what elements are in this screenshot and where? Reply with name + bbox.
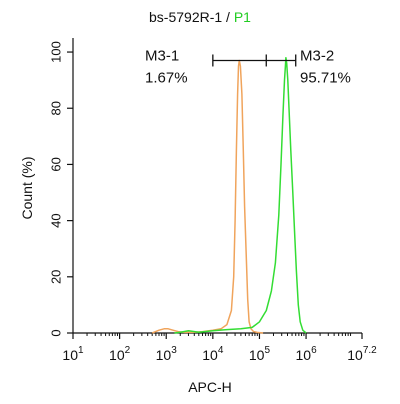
x-tick-exp: 6 xyxy=(311,345,317,356)
x-axis-label: APC-H xyxy=(188,379,232,395)
chart-title-gate: P1 xyxy=(234,9,251,25)
x-tick-label: 101 xyxy=(62,345,84,363)
x-tick-label: 104 xyxy=(202,345,224,363)
x-tick-base: 10 xyxy=(249,347,265,363)
x-tick-base: 10 xyxy=(62,347,78,363)
x-tick-base: 10 xyxy=(109,347,125,363)
x-tick-exp: 3 xyxy=(171,345,177,356)
x-tick-exp: 7.2 xyxy=(363,345,377,356)
x-tick-exp: 5 xyxy=(264,345,270,356)
x-tick-base: 10 xyxy=(295,347,311,363)
x-tick-exp: 1 xyxy=(78,345,84,356)
y-tick-label: 20 xyxy=(48,270,63,284)
marker-m3-2-value: 95.71% xyxy=(300,69,351,86)
x-tick-exp: 2 xyxy=(125,345,131,356)
marker-m3-2-label: M3-2 xyxy=(300,47,334,64)
axes xyxy=(72,38,362,334)
x-tick-base: 10 xyxy=(156,347,172,363)
x-tick-base: 10 xyxy=(347,347,363,363)
chart-title-main: bs-5792R-1 / xyxy=(149,9,234,25)
x-tick-label: 106 xyxy=(295,345,317,363)
y-ticks: 0 20 40 60 80 100 xyxy=(48,41,73,337)
x-tick-label: 105 xyxy=(249,345,271,363)
x-tick-exp: 4 xyxy=(218,345,224,356)
y-tick-label: 60 xyxy=(48,157,63,171)
x-tick-label: 102 xyxy=(109,345,131,363)
marker-m3-1-label: M3-1 xyxy=(145,47,179,64)
marker-m3-1-value: 1.67% xyxy=(145,69,188,86)
y-tick-label: 0 xyxy=(48,329,63,336)
x-tick-base: 10 xyxy=(202,347,218,363)
chart-title: bs-5792R-1 / P1 xyxy=(149,9,251,25)
x-tick-label: 103 xyxy=(156,345,178,363)
gate-markers: M3-1 1.67% M3-2 95.71% xyxy=(145,47,351,86)
y-axis-label: Count (%) xyxy=(19,156,35,219)
sample-histogram-line xyxy=(174,56,307,334)
y-tick-label: 80 xyxy=(48,101,63,115)
series-lines xyxy=(151,56,307,334)
control-histogram-line xyxy=(151,59,264,334)
x-ticks: 101 102 103 104 105 106 107.2 xyxy=(62,333,377,363)
x-tick-label: 107.2 xyxy=(347,345,377,363)
y-tick-label: 100 xyxy=(48,41,63,63)
y-tick-label: 40 xyxy=(48,213,63,227)
